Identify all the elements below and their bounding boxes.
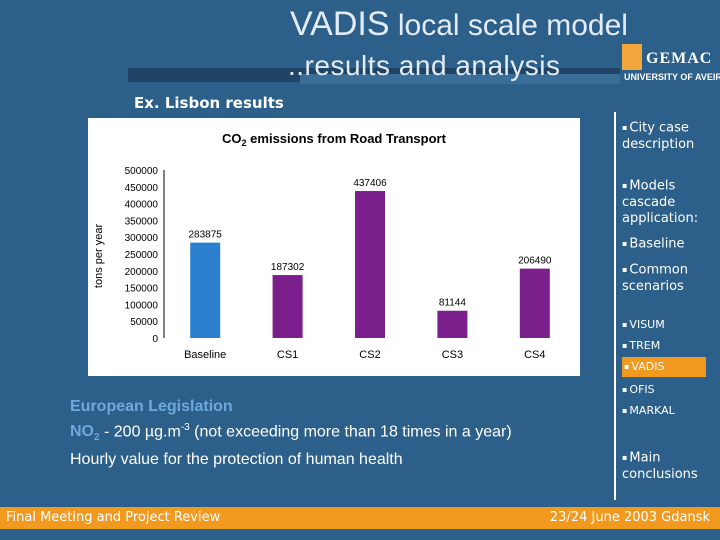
sidebar-item-label: Baseline (629, 236, 685, 252)
sidebar-item-label: VISUM (629, 318, 665, 331)
logo-mark (622, 44, 642, 70)
y-tick-label: 200000 (125, 267, 159, 278)
y-tick-label: 250000 (125, 250, 159, 261)
sidebar-item-baseline[interactable]: ▪ Baseline (622, 236, 718, 253)
legislation-heading: European Legislation (70, 398, 233, 415)
bar-cs4 (519, 268, 550, 338)
bar-chart: CO2 emissions from Road Transport tons p… (93, 131, 552, 361)
title-vadis: VADIS (290, 5, 390, 43)
sidebar-item-label: Models cascade application: (622, 178, 699, 226)
sidebar-item-city-case[interactable]: ▪ City case description (622, 120, 718, 153)
sidebar-item-main-conclusions[interactable]: ▪ Main conclusions (622, 450, 718, 483)
bar-cs2 (355, 191, 385, 338)
x-tick-label: Baseline (184, 349, 226, 361)
y-tick-label: 350000 (125, 216, 159, 227)
slide-subtitle: Ex. Lisbon results (134, 94, 284, 112)
bullet-icon: ▪ (624, 362, 630, 371)
bullet-icon: ▪ (622, 406, 628, 415)
y-tick-label: 100000 (125, 300, 159, 311)
logo-institution: UNIVERSITY OF AVEIRO (624, 72, 720, 82)
chart-title: CO2 emissions from Road Transport (222, 131, 447, 148)
sidebar-item-label: OFIS (629, 383, 655, 396)
bullet-icon: ▪ (622, 320, 628, 329)
sidebar-item-label: VADIS (631, 360, 665, 373)
data-label-cs2: 437406 (353, 178, 387, 189)
chart-title-sub: 2 (242, 138, 247, 148)
sidebar-item-label: City case description (622, 120, 695, 152)
gemac-logo: GEMAC UNIVERSITY OF AVEIRO (622, 44, 720, 84)
sidebar-item-visum[interactable]: ▪ VISUM (622, 317, 718, 333)
sidebar-item-label: Common scenarios (622, 262, 688, 294)
sidebar-item-models-cascade[interactable]: ▪ Models cascade application: (622, 178, 718, 227)
limit-exponent: -3 (180, 422, 190, 433)
limit-value: - 200 µg.m (99, 423, 181, 441)
footer-event: Final Meeting and Project Review (6, 510, 221, 525)
chart-container: CO2 emissions from Road Transport tons p… (88, 118, 580, 376)
x-tick-label: CS1 (277, 349, 298, 361)
title-band-highlight (300, 74, 620, 84)
bullet-icon: ▪ (622, 181, 628, 190)
bullet-icon: ▪ (622, 265, 628, 274)
no2-sub: 2 (94, 432, 100, 444)
slide-title-line2: ..results and analysis (288, 50, 561, 81)
sidebar-item-ofis[interactable]: ▪ OFIS (622, 382, 718, 398)
limit-condition: (not exceeding more than 18 times in a y… (189, 423, 512, 441)
y-tick-label: 400000 (125, 200, 159, 211)
sidebar-item-label: Main conclusions (622, 450, 698, 482)
logo-name: GEMAC (646, 50, 713, 67)
y-tick-label: 50000 (130, 317, 158, 328)
bullet-icon: ▪ (622, 453, 628, 462)
y-tick-label: 150000 (125, 284, 159, 295)
bar-cs3 (437, 310, 468, 338)
sidebar-item-common-scenarios[interactable]: ▪ Common scenarios (622, 262, 718, 295)
y-axis-label: tons per year (93, 224, 105, 289)
y-tick-label: 450000 (125, 183, 159, 194)
chart-title-co: CO (222, 131, 242, 146)
sidebar-nav: ▪ City case description ▪ Models cascade a… (614, 112, 720, 500)
sidebar-item-label: MARKAL (629, 404, 675, 417)
sidebar-item-vadis[interactable]: ▪ VADIS (622, 357, 706, 377)
bar-cs1 (272, 275, 303, 338)
footer-date: 23/24 June 2003 Gdansk (549, 510, 710, 525)
y-tick-label: 500000 (125, 166, 159, 177)
chart-title-rest: emissions from Road Transport (247, 131, 447, 146)
bullet-icon: ▪ (622, 385, 628, 394)
footer-bar: Final Meeting and Project Review 23/24 J… (0, 507, 720, 529)
title-rest: local scale model (389, 9, 628, 42)
legislation-block: European Legislation NO2 - 200 µg.m-3 (n… (70, 396, 610, 470)
data-label-cs4: 206490 (518, 256, 552, 267)
legislation-limit-line: NO2 - 200 µg.m-3 (not exceeding more tha… (70, 417, 610, 449)
sidebar-item-trem[interactable]: ▪ TREM (622, 338, 718, 354)
data-label-baseline: 283875 (189, 230, 223, 241)
x-tick-label: CS4 (524, 349, 545, 361)
sidebar-item-markal[interactable]: ▪ MARKAL (622, 403, 718, 419)
bullet-icon: ▪ (622, 239, 628, 248)
bar-baseline (190, 242, 221, 338)
bullet-icon: ▪ (622, 123, 628, 132)
no2-label: NO2 (70, 423, 100, 443)
bullet-icon: ▪ (622, 341, 628, 350)
data-label-cs3: 81144 (439, 298, 467, 309)
sidebar-item-label: TREM (629, 339, 661, 352)
data-label-cs1: 187302 (271, 262, 305, 273)
y-tick-label: 0 (152, 334, 158, 345)
x-tick-label: CS3 (442, 349, 463, 361)
slide-title: VADIS local scale model (290, 6, 670, 44)
no2-text: NO (70, 423, 94, 441)
x-tick-label: CS2 (359, 349, 380, 361)
y-tick-label: 300000 (125, 233, 159, 244)
legislation-line3: Hourly value for the protection of human… (70, 450, 403, 468)
